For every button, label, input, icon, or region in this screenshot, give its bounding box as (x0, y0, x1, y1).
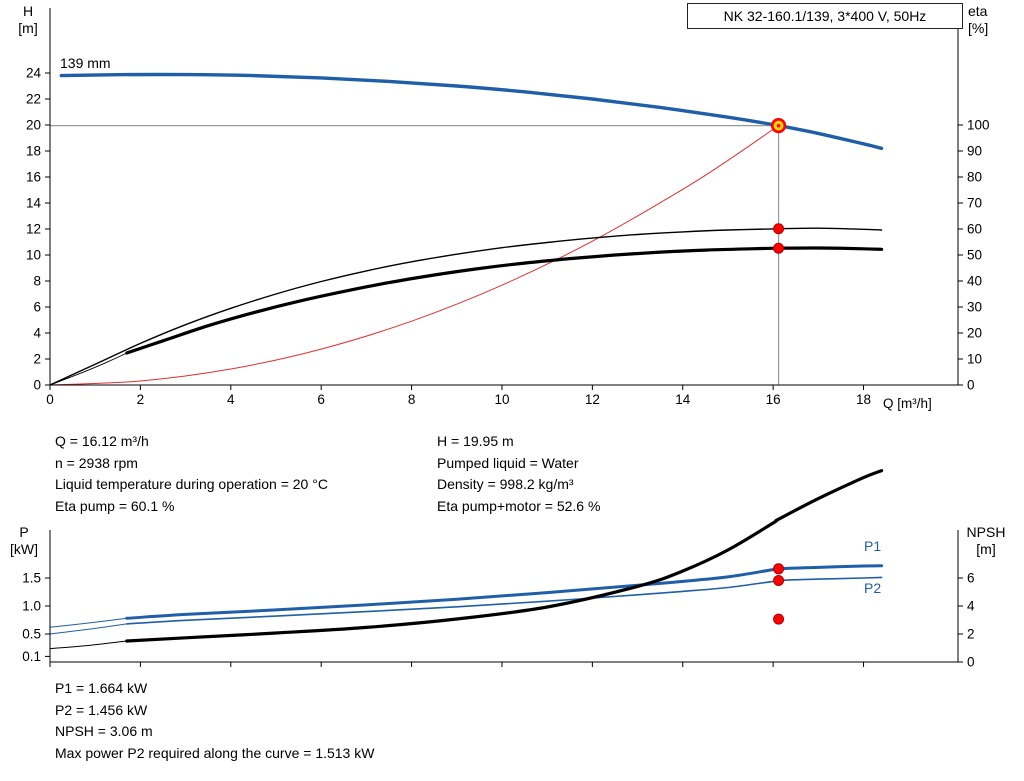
right-tick-label: 60 (967, 222, 982, 237)
h-axis-unit: [m] (18, 20, 38, 36)
results-block: P1 = 1.664 kW P2 = 1.456 kW NPSH = 3.06 … (55, 678, 374, 764)
series-eta-pump-curve (49, 227, 883, 386)
npsh-axis-unit: [m] (976, 541, 996, 557)
eta-pump-motor-marker (773, 242, 785, 254)
right-tick-label: 0 (967, 655, 975, 670)
right-tick-label: 10 (967, 352, 982, 367)
left-tick-label: 12 (26, 222, 41, 237)
x-tick-label: 18 (856, 392, 871, 407)
q-axis-label: Q [m³/h] (883, 396, 932, 411)
left-tick-label: 24 (26, 66, 42, 81)
eta-axis-label: eta [%] (968, 3, 1014, 37)
left-tick-label: 8 (33, 274, 41, 289)
right-tick-label: 100 (967, 118, 990, 133)
series-p2-curve (126, 576, 883, 625)
eta-axis-unit: [%] (968, 20, 989, 36)
left-tick-label: 4 (33, 326, 41, 341)
duty-head-text: H = 19.95 m (437, 433, 514, 449)
p-axis-symbol: P (19, 524, 29, 540)
left-tick-label: 18 (26, 144, 41, 159)
right-tick-label: 0 (967, 378, 975, 393)
left-tick-label: 0.1 (22, 649, 41, 664)
left-tick-label: 1.5 (22, 570, 41, 585)
left-tick-label: 2 (33, 352, 41, 367)
right-tick-label: 2 (967, 627, 975, 642)
p1-text: P1 = 1.664 kW (55, 680, 148, 696)
left-tick-label: 14 (26, 196, 42, 211)
x-tick-label: 12 (585, 392, 600, 407)
duty-info-right: H = 19.95 m Pumped liquid = Water Densit… (437, 431, 600, 517)
right-tick-label: 90 (967, 144, 982, 159)
density-text: Density = 998.2 kg/m³ (437, 476, 574, 492)
left-tick-label: 10 (26, 248, 41, 263)
right-tick-label: 70 (967, 196, 982, 211)
left-tick-label: 1.0 (22, 598, 41, 613)
duty-point-center (776, 123, 781, 128)
npsh-text: NPSH = 3.06 m (55, 723, 153, 739)
duty-flow-text: Q = 16.12 m³/h (55, 433, 149, 449)
series-system-curve (49, 125, 780, 386)
left-tick-label: 6 (33, 300, 41, 315)
p2-marker (773, 574, 785, 586)
x-tick-label: 10 (494, 392, 509, 407)
series-p1-curve (125, 564, 884, 620)
eta-pump-marker (773, 223, 785, 235)
p1-marker (773, 563, 785, 575)
pumped-liquid-text: Pumped liquid = Water (437, 454, 579, 471)
qh-eta-chart: 0246810121416182022240102030405060708090… (26, 8, 990, 407)
left-tick-label: 16 (26, 170, 41, 185)
left-tick-label: 22 (26, 92, 41, 107)
p2-curve-label: P2 (864, 580, 882, 596)
series-pump-curve-139mm (59, 72, 884, 151)
x-tick-label: 8 (408, 392, 416, 407)
left-tick-label: 0.5 (22, 626, 41, 641)
eta-axis-symbol: eta (968, 3, 988, 19)
power-npsh-chart: 0.1 0.5 1.0 1.5 0 2 4 6 (22, 469, 975, 670)
series-p2-lead (49, 623, 128, 635)
npsh-marker (773, 613, 785, 625)
right-tick-label: 20 (967, 326, 982, 341)
left-tick-label: 0 (33, 378, 41, 393)
right-tick-label: 50 (967, 248, 982, 263)
series-eta-pump-motor-curve (125, 246, 884, 355)
p-axis-label: P [kW] (4, 524, 44, 558)
right-tick-label: 80 (967, 170, 982, 185)
right-tick-label: 30 (967, 300, 982, 315)
speed-text: n = 2938 rpm (55, 454, 138, 471)
series-npsh-curve (125, 469, 884, 643)
series-p1-lead (49, 617, 128, 628)
npsh-axis-symbol: NPSH (966, 524, 1006, 540)
impeller-diameter-label: 139 mm (60, 55, 111, 71)
series-npsh-lead (49, 640, 128, 650)
right-tick-label: 40 (967, 274, 982, 289)
max-power-text: Max power P2 required along the curve = … (55, 744, 375, 761)
duty-info-left: Q = 16.12 m³/h n = 2938 rpm Liquid tempe… (55, 431, 328, 517)
liquid-temperature-text: Liquid temperature during operation = 20… (55, 476, 328, 492)
right-tick-label: 6 (967, 571, 975, 586)
left-tick-label: 20 (26, 118, 41, 133)
duty-point-marker[interactable] (770, 118, 787, 134)
pump-type-title-box: NK 32-160.1/139, 3*400 V, 50Hz (687, 3, 963, 29)
x-tick-label: 16 (766, 392, 781, 407)
p2-text: P2 = 1.456 kW (55, 701, 148, 718)
eta-pump-text: Eta pump = 60.1 % (55, 497, 175, 514)
eta-pump-motor-text: Eta pump+motor = 52.6 % (437, 497, 601, 514)
x-tick-label: 14 (675, 392, 691, 407)
x-tick-label: 4 (227, 392, 235, 407)
x-tick-label: 6 (317, 392, 325, 407)
right-tick-label: 4 (967, 599, 975, 614)
h-axis-label: H [m] (10, 3, 46, 37)
h-axis-symbol: H (22, 3, 34, 19)
series-eta-pump-motor-lead (49, 352, 128, 386)
p1-curve-label: P1 (864, 538, 882, 554)
x-tick-label: 2 (137, 392, 145, 407)
x-tick-label: 0 (46, 392, 54, 407)
npsh-axis-label: NPSH [m] (960, 524, 1012, 558)
p-axis-unit: [kW] (10, 541, 38, 557)
